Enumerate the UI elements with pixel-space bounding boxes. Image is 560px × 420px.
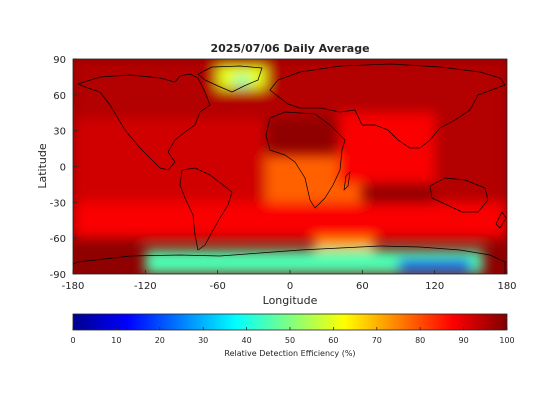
x-tick-label: -180 (62, 281, 85, 292)
colorbar-tick-label: 40 (242, 336, 252, 345)
coastline-north-america (77, 73, 211, 171)
x-tick-label: 0 (287, 281, 293, 292)
y-tick-label: 60 (53, 91, 66, 102)
x-tick-label: 120 (425, 281, 444, 292)
x-tick-label: 60 (356, 281, 369, 292)
colorbar-tick-label: 70 (372, 336, 382, 345)
heatmap-region-1 (73, 118, 266, 203)
coastlines-overlay (73, 63, 507, 274)
colorbar-tick-label: 90 (459, 336, 469, 345)
colorbar-tick-label: 100 (499, 336, 514, 345)
colorbar: 0 10 20 30 40 50 60 70 80 90 100 Relative Detectio… (70, 313, 515, 358)
coastline-eurasia (269, 63, 506, 149)
y-tick-label: -60 (50, 234, 66, 245)
x-tick-label: -120 (134, 281, 157, 292)
chart-title: 2025/07/06 Daily Average (210, 42, 369, 55)
heatmap-region-8 (235, 76, 248, 86)
y-tick-label: 0 (60, 163, 66, 174)
colorbar-tick-label: 10 (111, 336, 121, 345)
heatmap-region-0 (73, 59, 507, 119)
coastline-south-america (179, 167, 233, 251)
colorbar-ticks: 0 10 20 30 40 50 60 70 80 90 100 (70, 327, 515, 345)
coastline-madagascar (343, 171, 351, 191)
colorbar-tick-label: 0 (70, 336, 75, 345)
x-axis-ticks: -180 -120 -60 0 60 120 180 (62, 270, 517, 292)
x-axis-label: Longitude (263, 294, 318, 307)
colorbar-label: Relative Detection Efficiency (%) (224, 349, 355, 358)
x-tick-label: -60 (209, 281, 225, 292)
coastline-new-zealand (495, 211, 507, 229)
x-tick-label: 180 (497, 281, 516, 292)
y-tick-label: 30 (53, 127, 66, 138)
coastline-australia (429, 177, 489, 213)
coastline-greenland (197, 65, 263, 93)
heatmap-region-6 (73, 202, 507, 239)
colorbar-tick-label: 50 (285, 336, 295, 345)
y-axis-ticks: 90 60 30 0 -30 -60 -90 (50, 55, 77, 281)
colorbar-tick-label: 60 (328, 336, 338, 345)
coastline-africa (265, 111, 346, 209)
heatmap-region-10 (398, 259, 471, 272)
heatmap-regions (73, 59, 507, 274)
coastline-antarctica (73, 245, 506, 274)
y-axis-label: Latitude (36, 143, 49, 189)
colorbar-tick-label: 30 (198, 336, 208, 345)
heatmap-plot-area (72, 58, 508, 275)
y-tick-label: -90 (50, 270, 66, 281)
heatmap-region-4 (338, 112, 435, 185)
colorbar-tick-label: 80 (415, 336, 425, 345)
colorbar-tick-label: 20 (155, 336, 165, 345)
y-tick-label: -30 (50, 198, 66, 209)
y-tick-label: 90 (53, 55, 66, 66)
